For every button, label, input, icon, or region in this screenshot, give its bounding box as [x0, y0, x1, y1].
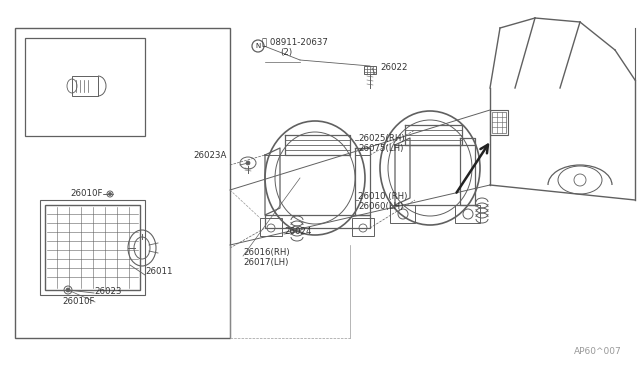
Circle shape [109, 192, 111, 196]
Text: 26023A: 26023A [193, 151, 227, 160]
Text: N: N [255, 43, 260, 49]
Text: 26010F: 26010F [62, 298, 95, 307]
Circle shape [246, 161, 250, 165]
Bar [25, 38, 145, 136]
Bar [352, 218, 374, 236]
Bar [455, 205, 480, 223]
Text: 26011: 26011 [145, 267, 173, 276]
Text: 26023: 26023 [94, 286, 122, 295]
Bar [40, 200, 145, 295]
Text: AP60^007: AP60^007 [574, 347, 621, 356]
Text: 26010 (RH): 26010 (RH) [358, 192, 408, 201]
Bar [364, 66, 376, 74]
Text: 26017(LH): 26017(LH) [243, 257, 289, 266]
Bar [390, 205, 415, 223]
Bar [260, 218, 282, 236]
Text: 26060(LH): 26060(LH) [358, 202, 403, 211]
Text: 26075(LH): 26075(LH) [358, 144, 403, 153]
Bar [45, 205, 140, 290]
Text: (2): (2) [280, 48, 292, 57]
Bar [490, 110, 508, 135]
Text: ⓝ 08911-20637: ⓝ 08911-20637 [262, 38, 328, 46]
Text: 26025(RH): 26025(RH) [358, 134, 404, 142]
Text: 26016(RH): 26016(RH) [243, 247, 290, 257]
Bar [492, 112, 506, 133]
Bar [15, 28, 230, 338]
Circle shape [66, 288, 70, 292]
Text: 26010F: 26010F [70, 189, 102, 198]
Text: 26024: 26024 [284, 228, 312, 237]
Bar [72, 76, 98, 96]
Text: 26022: 26022 [380, 64, 408, 73]
